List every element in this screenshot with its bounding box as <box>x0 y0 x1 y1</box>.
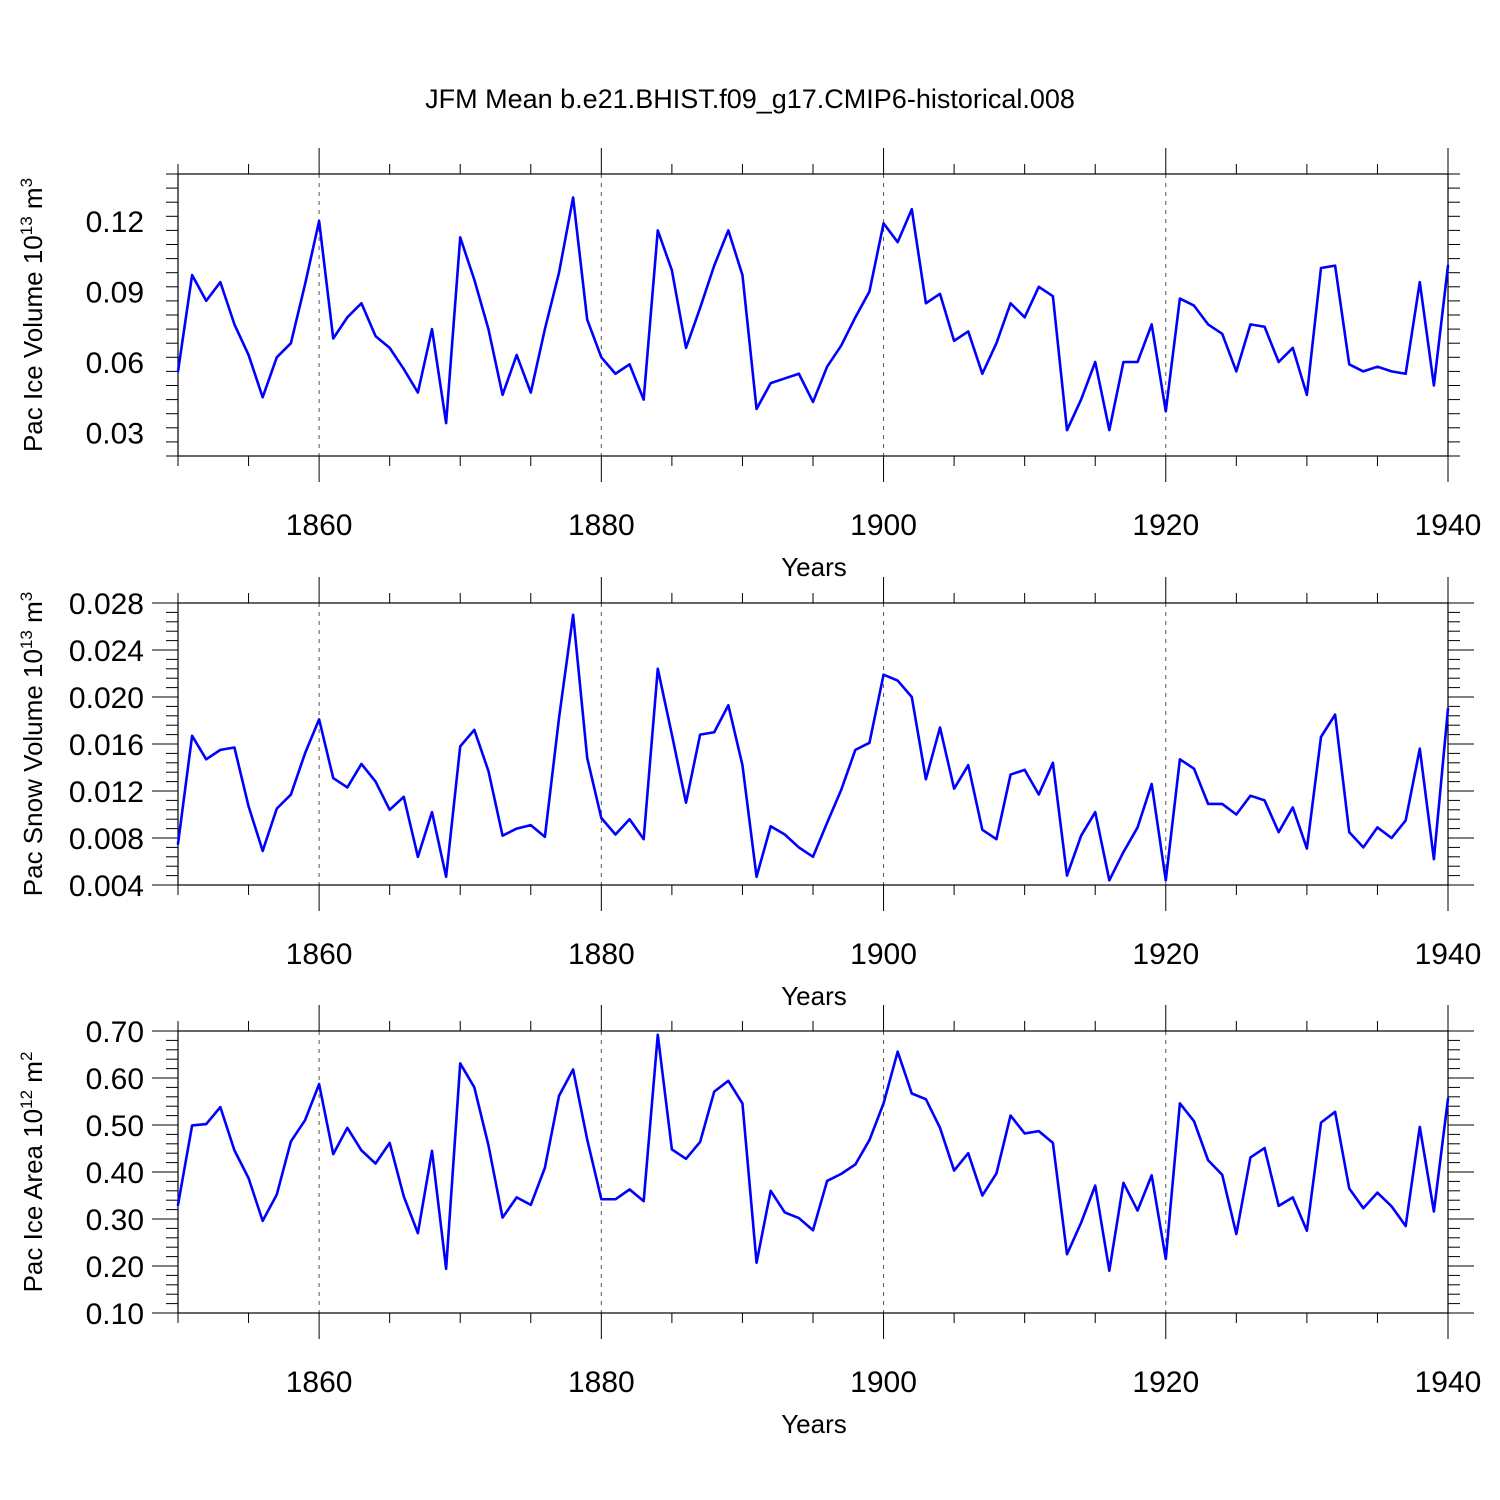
snow-volume-series-line <box>176 613 1450 882</box>
ice-area-y-tick-label: 0.50 <box>86 1110 144 1143</box>
ice-volume-panel: 0.03 0.06 0.09 0.12 1860 1880 1900 1920 1940 Year… <box>17 148 1481 582</box>
ice-area-y-tick-label: 0.60 <box>86 1063 144 1096</box>
ice-area-y-tick-label: 0.70 <box>86 1016 144 1049</box>
ice-area-x-tick-label: 1920 <box>1132 1366 1199 1399</box>
ice-area-x-axis-label: Years <box>781 1409 847 1439</box>
snow-volume-y-axis-label-main: Pac Snow Volume 10 <box>18 649 48 896</box>
ice-volume-y-axis-label-exponent: 13 <box>17 216 36 235</box>
ice-volume-x-tick-label: 1860 <box>286 509 353 542</box>
snow-volume-y-axis-label-unit: m <box>18 601 48 630</box>
ice-volume-x-tick-label: 1940 <box>1415 509 1482 542</box>
ice-area-y-tick-label: 0.40 <box>86 1157 144 1190</box>
ice-volume-y-axis-label: Pac Ice Volume 1013 m3 <box>17 178 48 452</box>
ice-volume-y-tick-label: 0.09 <box>86 277 144 310</box>
ice-area-y-tick-label: 0.30 <box>86 1204 144 1237</box>
ice-volume-y-tick-label: 0.03 <box>86 418 144 451</box>
ice-area-series-line <box>176 1033 1450 1272</box>
ice-area-y-tick-label: 0.20 <box>86 1251 144 1284</box>
ice-area-x-tick-label: 1940 <box>1415 1366 1482 1399</box>
snow-volume-x-axis-label: Years <box>781 981 847 1011</box>
snow-volume-y-tick-label: 0.028 <box>69 588 144 621</box>
snow-volume-y-tick-label: 0.012 <box>69 776 144 809</box>
ice-area-x-tick-label: 1900 <box>850 1366 917 1399</box>
snow-volume-x-tick-label: 1940 <box>1415 938 1482 971</box>
ice-area-x-tick-label: 1860 <box>286 1366 353 1399</box>
snow-volume-y-tick-label: 0.024 <box>69 635 144 668</box>
ice-area-y-tick-label: 0.10 <box>86 1298 144 1331</box>
ice-area-x-tick-label: 1880 <box>568 1366 635 1399</box>
chart-title: JFM Mean b.e21.BHIST.f09_g17.CMIP6-histo… <box>425 84 1075 114</box>
snow-volume-y-tick-label: 0.020 <box>69 682 144 715</box>
ice-volume-y-axis-label-unit: m <box>18 187 48 216</box>
snow-volume-x-tick-label: 1920 <box>1132 938 1199 971</box>
snow-volume-y-tick-label: 0.004 <box>69 870 144 903</box>
ice-volume-series-line <box>176 196 1450 432</box>
ice-area-y-axis-label-unit-exponent: 2 <box>17 1052 36 1061</box>
ice-area-y-axis-label-unit: m <box>18 1061 48 1090</box>
ice-volume-x-tick-label: 1900 <box>850 509 917 542</box>
ice-area-y-axis-label-main: Pac Ice Area 10 <box>18 1109 48 1293</box>
snow-volume-x-tick-label: 1860 <box>286 938 353 971</box>
ice-volume-y-axis-label-main: Pac Ice Volume 10 <box>18 235 48 452</box>
ice-volume-x-tick-label: 1880 <box>568 509 635 542</box>
snow-volume-plot-frame <box>177 602 1449 886</box>
snow-volume-x-tick-label: 1900 <box>850 938 917 971</box>
snow-volume-y-axis-label-exponent: 13 <box>17 630 36 649</box>
ice-volume-y-tick-label: 0.12 <box>86 206 144 239</box>
snow-volume-y-tick-label: 0.016 <box>69 729 144 762</box>
snow-volume-y-tick-label: 0.008 <box>69 823 144 856</box>
ice-area-plot-frame <box>177 1030 1449 1314</box>
snow-volume-panel: 0.004 0.008 0.012 0.016 0.020 0.024 0.028 1860 1… <box>17 577 1481 1011</box>
ice-volume-x-axis-label: Years <box>781 552 847 582</box>
snow-volume-y-axis-label: Pac Snow Volume 1013 m3 <box>17 592 48 896</box>
ice-area-panel: 0.10 0.20 0.30 0.40 0.50 0.60 0.70 1860 1880 1900… <box>17 1005 1481 1439</box>
ice-volume-plot-frame <box>177 173 1449 457</box>
snow-volume-x-tick-label: 1880 <box>568 938 635 971</box>
snow-volume-y-axis-label-unit-exponent: 3 <box>17 592 36 601</box>
ice-area-y-axis-label: Pac Ice Area 1012 m2 <box>17 1052 48 1293</box>
ice-volume-y-axis-label-unit-exponent: 3 <box>17 178 36 187</box>
ice-area-y-axis-label-exponent: 12 <box>17 1090 36 1109</box>
ice-volume-x-tick-label: 1920 <box>1132 509 1199 542</box>
ice-volume-y-tick-label: 0.06 <box>86 347 144 380</box>
